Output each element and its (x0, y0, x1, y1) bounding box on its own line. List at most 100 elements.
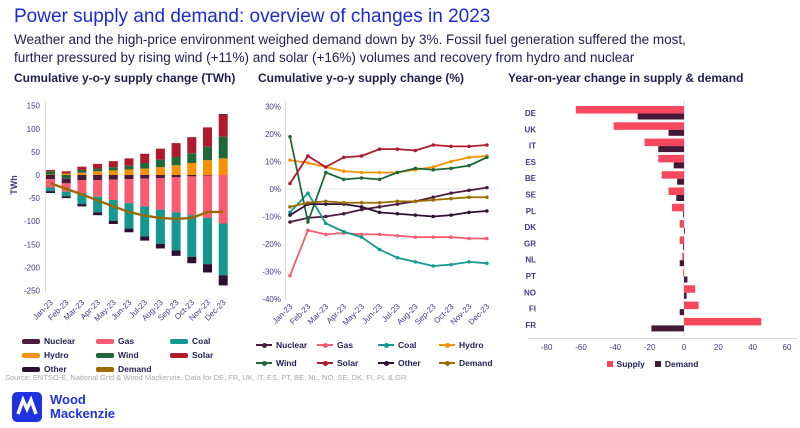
marker-other (449, 213, 453, 217)
bar-segment-wind (203, 146, 212, 161)
marker-coal (485, 261, 489, 266)
marker-other (431, 214, 436, 219)
demand-line (50, 182, 224, 221)
bar-segment-gas (155, 178, 165, 210)
marker-wind (377, 177, 382, 182)
legend-label: Supply (616, 359, 645, 369)
legend-item-solar: Solar (317, 354, 378, 372)
bar-segment-solar (140, 153, 150, 163)
bar-segment-hydro (77, 172, 87, 175)
gas-swatch (317, 342, 333, 348)
bar-pl-demand (683, 211, 684, 218)
bar-segment-nuclear (218, 114, 228, 115)
bar-segment-hydro (61, 173, 71, 175)
y-tick-label: -10% (262, 213, 281, 222)
bar-it-demand (658, 146, 684, 153)
bar-segment-wind (46, 171, 55, 175)
y-tick-label: -40% (262, 295, 281, 304)
percent-chart-title: Cumulative y-o-y supply change (%) (258, 71, 465, 85)
marker-other (485, 209, 489, 213)
bar-segment-nuclear (171, 175, 181, 178)
line-demand (289, 196, 487, 208)
marker-demand (395, 199, 400, 204)
bar-fi-supply (684, 301, 699, 310)
bar-segment-wind (61, 175, 71, 179)
bar-segment-coal (93, 196, 103, 213)
bar-segment-solar (155, 148, 165, 160)
solar-swatch (317, 360, 333, 366)
bar-segment-gas (93, 180, 103, 197)
legend-label: Gas (337, 340, 354, 350)
marker-other (359, 205, 364, 209)
bar-segment-coal (46, 187, 55, 192)
marker-solar (306, 154, 310, 158)
bar-dk-supply (679, 220, 684, 228)
subtitle: Weather and the high-price environment w… (14, 31, 786, 67)
y-tick-label: -250 (24, 287, 41, 296)
bar-segment-gas (108, 179, 118, 200)
bar-segment-nuclear (46, 175, 55, 180)
bar-segment-nuclear (77, 175, 87, 181)
line-hydro (289, 155, 487, 174)
legend-label: Nuclear (276, 340, 308, 350)
demand-swatch (96, 366, 114, 372)
marker-gas (395, 233, 400, 238)
marker-gas (431, 235, 436, 239)
woodmac-logo-text: Wood Mackenzie (50, 393, 115, 421)
bar-de-demand (637, 113, 684, 120)
marker-coal (377, 247, 382, 252)
legend-item-nuclear: Nuclear (256, 336, 317, 354)
marker-demand (467, 195, 471, 200)
marker-wind (449, 166, 453, 171)
bar-segment-solar (187, 137, 197, 154)
bar-segment-other (218, 275, 228, 286)
y-tick-label: -150 (24, 240, 41, 249)
legend-item-nuclear: Nuclear (22, 334, 96, 348)
bar-no-supply (684, 285, 696, 293)
country-label: ES (525, 158, 536, 167)
marker-wind (413, 166, 418, 171)
woodmac-logo-icon (12, 392, 42, 422)
source-note: Source: ENTSO-E, National Grid & Wood Ma… (5, 373, 407, 382)
y-axis-title: TWh (9, 175, 19, 195)
marker-nuclear (395, 202, 400, 206)
marker-wind (467, 163, 471, 168)
wind-swatch (256, 360, 272, 366)
bar-se-supply (668, 187, 684, 195)
twh-chart-legend: Nuclear Gas Coal Hydro Wind Solar Other Demand (22, 334, 244, 376)
x-tick-label: 40 (748, 343, 757, 352)
marker-wind (359, 176, 364, 180)
marker-coal (449, 262, 453, 267)
legend-item-solar: Solar (170, 348, 244, 362)
bar-segment-other (124, 228, 134, 233)
marker-hydro (359, 170, 364, 175)
marker-hydro (431, 165, 436, 169)
bar-segment-coal (77, 193, 87, 205)
marker-gas (485, 236, 489, 241)
legend-item-gas: Gas (317, 336, 378, 354)
marker-gas (449, 235, 453, 239)
bar-segment-solar (124, 158, 134, 166)
marker-wind (395, 170, 400, 175)
bar-segment-nuclear (187, 175, 197, 177)
country-label: GR (524, 239, 536, 248)
marker-gas (467, 236, 471, 241)
bar-segment-other (108, 220, 118, 224)
legend-item-demand: Demand (439, 354, 500, 372)
y-tick-label: 20% (265, 130, 281, 139)
bar-pl-supply (671, 203, 684, 212)
solar-swatch (170, 352, 188, 358)
bar-segment-nuclear (140, 175, 150, 179)
twh-chart-title: Cumulative y-o-y supply change (TWh) (14, 71, 236, 85)
x-tick-label: -40 (610, 343, 622, 352)
legend-item-demand: Demand (96, 362, 170, 376)
x-tick-label: Mar-23 (306, 302, 331, 327)
marker-demand (413, 199, 418, 204)
marker-hydro (467, 155, 471, 160)
x-tick-label: 60 (783, 343, 792, 352)
marker-coal (288, 210, 292, 215)
bar-segment-gas (187, 176, 197, 216)
country-label: PL (526, 207, 536, 216)
